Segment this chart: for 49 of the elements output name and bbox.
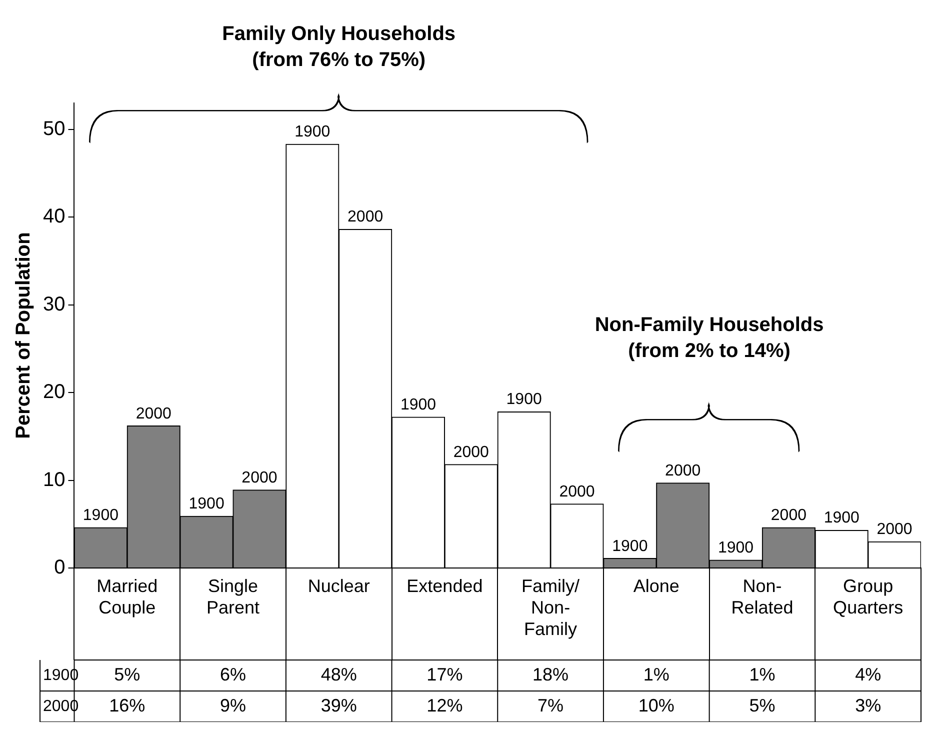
annotation: Non-Family Households (from 2% to 14%) xyxy=(594,314,824,362)
y-tick-label: 10 xyxy=(42,468,66,491)
text: 2000 xyxy=(559,483,595,500)
data-label: 39% xyxy=(320,695,357,716)
data-label: 12% xyxy=(426,695,463,716)
text: 1900 xyxy=(506,391,542,408)
y-tick-label: 40 xyxy=(42,206,66,228)
text: 1900 xyxy=(612,538,648,555)
data-label: 5% xyxy=(749,695,776,716)
text: 2000 xyxy=(348,208,384,226)
data-label: 6% xyxy=(220,664,246,684)
data-label: 5% xyxy=(114,664,140,684)
y-tick-label: 0 xyxy=(54,556,66,579)
series-label: 2000 xyxy=(453,444,490,461)
data-label: 4% xyxy=(855,664,882,684)
data-label: 7% xyxy=(538,695,564,716)
text: 1900 xyxy=(400,396,436,414)
text: 1900 xyxy=(294,124,330,141)
y-tick-label: 30 xyxy=(42,293,66,316)
x-tick-label: Single Parent xyxy=(206,576,260,618)
text: 2000 xyxy=(136,405,172,422)
data-label: 3% xyxy=(855,695,882,716)
x-tick-label: Alone xyxy=(633,576,680,596)
text: 2000 xyxy=(770,507,806,524)
y-axis-title: Percent of Population xyxy=(12,232,35,439)
data-label: 9% xyxy=(220,695,246,716)
y-tick-label: 20 xyxy=(42,381,66,404)
x-tick-label: Married Couple xyxy=(96,576,158,618)
text: 2000 xyxy=(242,469,278,486)
x-tick-label: Extended xyxy=(406,576,483,596)
series-label: 1900 xyxy=(82,507,119,524)
x-tick-label: Group Quarters xyxy=(833,576,904,618)
x-tick-label: Nuclear xyxy=(308,576,370,596)
text: 1900 xyxy=(824,510,860,527)
data-label: 17% xyxy=(426,664,463,684)
data-label: 16% xyxy=(109,695,146,716)
y-tick-label: 50 xyxy=(42,118,66,140)
text: 1900 xyxy=(188,496,224,513)
text: 2000 xyxy=(876,521,912,538)
text: Family Only Households (from 76% to 75%) xyxy=(222,23,456,71)
data-label: 10% xyxy=(638,695,674,716)
data-label: 18% xyxy=(532,664,569,684)
data-label: 1% xyxy=(643,664,670,684)
data-label: 1% xyxy=(749,664,776,684)
text: 2000 xyxy=(665,462,701,480)
text: 1900 xyxy=(718,540,754,557)
data-label: 48% xyxy=(320,664,357,684)
x-tick-label: Non-Related xyxy=(731,576,794,618)
x-tick-label: Family/Non-Family xyxy=(522,576,580,639)
